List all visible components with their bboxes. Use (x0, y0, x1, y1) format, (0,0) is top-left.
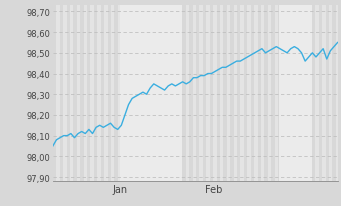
Bar (244, 6, 247, 181)
Bar (53, 6, 56, 181)
Bar (312, 6, 315, 181)
Bar (261, 6, 264, 181)
Bar (70, 6, 73, 181)
Bar (87, 6, 90, 181)
Bar (326, 6, 329, 181)
Bar (332, 6, 336, 181)
Bar (336, 6, 338, 181)
Bar (240, 6, 244, 181)
Bar (120, 6, 182, 181)
Bar (56, 6, 60, 181)
Bar (271, 6, 275, 181)
Bar (189, 6, 193, 181)
Bar (114, 6, 118, 181)
Bar (275, 6, 278, 181)
Bar (203, 6, 206, 181)
Bar (193, 6, 196, 181)
Bar (223, 6, 227, 181)
Bar (315, 6, 319, 181)
Bar (73, 6, 77, 181)
Bar (230, 6, 234, 181)
Bar (84, 6, 87, 181)
Bar (94, 6, 97, 181)
Bar (278, 6, 279, 181)
Bar (254, 6, 257, 181)
Bar (80, 6, 84, 181)
Bar (111, 6, 114, 181)
Bar (247, 6, 251, 181)
Bar (107, 6, 111, 181)
Bar (206, 6, 210, 181)
Bar (196, 6, 199, 181)
Bar (77, 6, 80, 181)
Bar (210, 6, 213, 181)
Bar (186, 6, 189, 181)
Bar (279, 6, 312, 181)
Bar (251, 6, 254, 181)
Bar (104, 6, 107, 181)
Bar (60, 6, 63, 181)
Bar (268, 6, 271, 181)
Bar (257, 6, 261, 181)
Bar (118, 6, 120, 181)
Bar (63, 6, 66, 181)
Bar (227, 6, 230, 181)
Bar (199, 6, 203, 181)
Bar (90, 6, 94, 181)
Bar (66, 6, 70, 181)
Bar (97, 6, 101, 181)
Bar (101, 6, 104, 181)
Bar (237, 6, 240, 181)
Bar (234, 6, 237, 181)
Bar (322, 6, 326, 181)
Bar (217, 6, 220, 181)
Bar (264, 6, 268, 181)
Bar (220, 6, 223, 181)
Bar (329, 6, 332, 181)
Bar (213, 6, 217, 181)
Bar (182, 6, 186, 181)
Bar (319, 6, 322, 181)
